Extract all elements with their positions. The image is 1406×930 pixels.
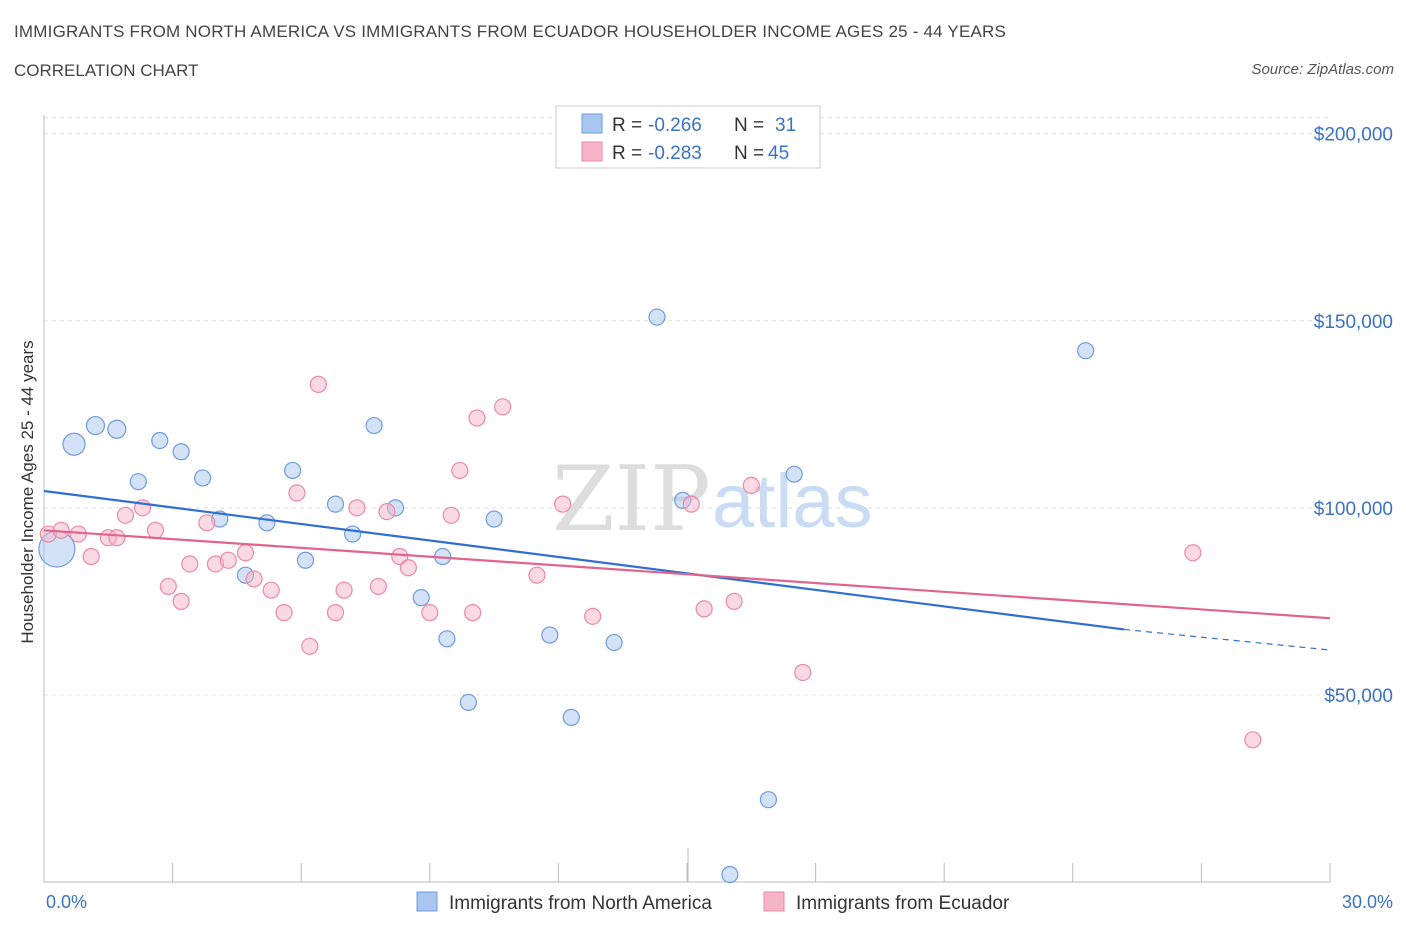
point-ecuador [369, 577, 387, 596]
point-ecuador [245, 570, 263, 588]
series-legend-swatch-north-america [416, 891, 438, 912]
point-north-america [129, 473, 147, 491]
point-north-america [541, 626, 559, 644]
point-north-america [344, 525, 362, 543]
point-ecuador [335, 581, 353, 599]
point-ecuador [682, 495, 700, 513]
point-ecuador [108, 529, 126, 547]
point-ecuador [584, 607, 602, 625]
point-ecuador [451, 461, 469, 480]
point-ecuador [219, 551, 237, 569]
point-north-america [326, 495, 345, 513]
y-tick-label: $100,000 [1314, 499, 1393, 520]
point-north-america [412, 589, 430, 607]
point-ecuador [794, 663, 812, 682]
legend-swatch-north-america [581, 113, 603, 134]
point-north-america [438, 630, 456, 648]
series-legend-swatch-ecuador [763, 891, 785, 912]
point-north-america [151, 431, 169, 450]
point-north-america [1077, 342, 1095, 360]
x-axis-ticks [43, 848, 1331, 882]
legend-r-value-2: -0.283 [648, 143, 702, 164]
point-north-america [258, 514, 276, 532]
point-north-america [172, 443, 190, 461]
point-ecuador [82, 547, 100, 566]
point-north-america [648, 308, 666, 326]
watermark: ZIP atlas [552, 447, 873, 552]
point-ecuador [348, 499, 366, 517]
point-ecuador [378, 502, 396, 521]
legend-r-value-1: -0.266 [648, 115, 702, 136]
point-ecuador [528, 566, 546, 584]
point-ecuador [494, 398, 512, 416]
trend-lines [43, 489, 1331, 651]
legend-n-label-1: N = [734, 115, 764, 136]
point-ecuador [172, 592, 190, 610]
legend-r-label-1: R = [612, 115, 642, 136]
point-ecuador [464, 604, 482, 622]
legend-n-value-1: 31 [775, 115, 796, 136]
point-ecuador [181, 555, 199, 573]
point-ecuador [236, 544, 255, 562]
point-north-america [107, 419, 127, 439]
series-legend-label-ecuador: Immigrants from Ecuador [796, 893, 1010, 914]
point-ecuador [116, 506, 135, 524]
y-axis-tick-labels: $50,000 $100,000 $150,000 $200,000 [1314, 125, 1393, 707]
x-tick-label-min: 0.0% [46, 892, 87, 912]
point-ecuador [309, 375, 327, 393]
point-north-america [759, 791, 778, 809]
point-ecuador [725, 592, 743, 610]
point-north-america [459, 693, 477, 712]
point-ecuador [1184, 544, 1202, 562]
point-north-america [605, 633, 623, 652]
point-ecuador [275, 604, 293, 622]
trend-line-ecuador [43, 529, 1331, 620]
point-north-america [562, 708, 580, 726]
point-ecuador [442, 506, 460, 524]
point-ecuador [301, 637, 319, 655]
point-north-america [194, 469, 212, 487]
point-ecuador [159, 577, 177, 596]
chart-subtitle: CORRELATION CHART [14, 61, 199, 80]
point-ecuador [468, 409, 486, 427]
y-tick-label: $150,000 [1314, 312, 1393, 333]
legend-n-value-2: 45 [768, 143, 789, 164]
point-ecuador [421, 604, 439, 622]
trend-line-extension-north-america [1124, 628, 1331, 651]
point-ecuador [146, 521, 165, 539]
x-tick-label-max: 30.0% [1342, 892, 1393, 912]
point-north-america [721, 865, 739, 884]
y-tick-label: $50,000 [1324, 686, 1393, 707]
legend-n-label-2: N = [734, 143, 764, 164]
point-ecuador [554, 495, 572, 513]
trend-line-north-america [43, 489, 1125, 631]
point-north-america [85, 415, 106, 436]
point-north-america [785, 465, 803, 483]
source-note: Source: ZipAtlas.com [1251, 61, 1394, 78]
point-north-america [365, 416, 383, 435]
point-north-america [485, 510, 503, 528]
y-axis-label: Householder Income Ages 25 - 44 years [18, 340, 37, 643]
series-legend-label-north-america: Immigrants from North America [449, 893, 712, 914]
gridlines [44, 117, 1330, 696]
point-ecuador [262, 581, 280, 599]
point-ecuador [742, 476, 760, 495]
chart-title: IMMIGRANTS FROM NORTH AMERICA VS IMMIGRA… [14, 22, 1007, 41]
point-north-america [284, 461, 302, 480]
point-ecuador [288, 484, 306, 502]
point-ecuador [198, 514, 216, 532]
point-ecuador [399, 559, 417, 577]
data-points [38, 308, 1262, 884]
point-ecuador [695, 600, 713, 618]
point-ecuador [326, 604, 345, 622]
y-tick-label: $200,000 [1314, 125, 1393, 146]
legend-r-label-2: R = [612, 143, 642, 164]
stats-legend: R = -0.266 N = 31 R = -0.283 N = 45 [555, 105, 821, 169]
point-north-america [62, 432, 86, 456]
point-ecuador [1244, 731, 1262, 749]
legend-swatch-ecuador [581, 141, 603, 162]
point-north-america [296, 551, 315, 569]
series-legend: Immigrants from North America Immigrants… [416, 891, 1010, 914]
